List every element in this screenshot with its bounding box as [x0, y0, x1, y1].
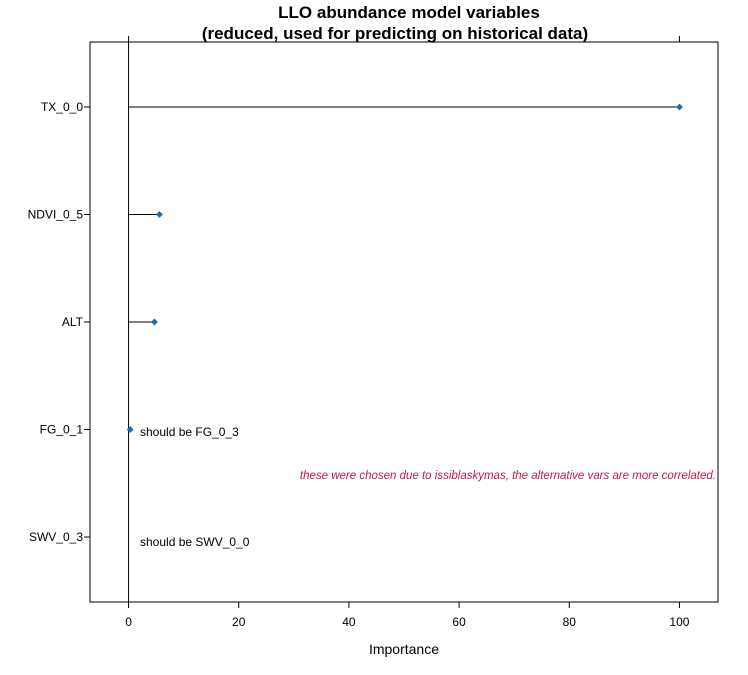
chart-subtitle: (reduced, used for predicting on histori… — [202, 24, 588, 43]
x-tick-label: 100 — [669, 615, 689, 629]
importance-point — [155, 211, 163, 218]
plot-frame — [89, 41, 719, 603]
reason-note-annotation: these were chosen due to issiblaskymas, … — [300, 470, 716, 482]
x-tick-label: 20 — [232, 615, 246, 629]
importance-point — [126, 426, 134, 433]
x-tick-label: 60 — [452, 615, 466, 629]
y-tick-label: ALT — [62, 315, 84, 329]
x-tick-label: 80 — [563, 615, 577, 629]
swv-note-annotation: should be SWV_0_0 — [140, 535, 250, 549]
importance-point — [676, 103, 683, 111]
fg-note-annotation: should be FG_0_3 — [140, 425, 239, 439]
x-tick-label: 0 — [125, 615, 132, 629]
y-tick-label: NDVI_0_5 — [28, 208, 84, 222]
y-tick-label: FG_0_1 — [40, 423, 84, 437]
y-tick-label: SWV_0_3 — [29, 530, 83, 544]
chart-title: LLO abundance model variables — [278, 3, 540, 22]
x-axis-title: Importance — [369, 641, 439, 657]
importance-point — [151, 318, 158, 326]
x-tick-label: 40 — [342, 615, 356, 629]
y-tick-label: TX_0_0 — [41, 100, 83, 114]
